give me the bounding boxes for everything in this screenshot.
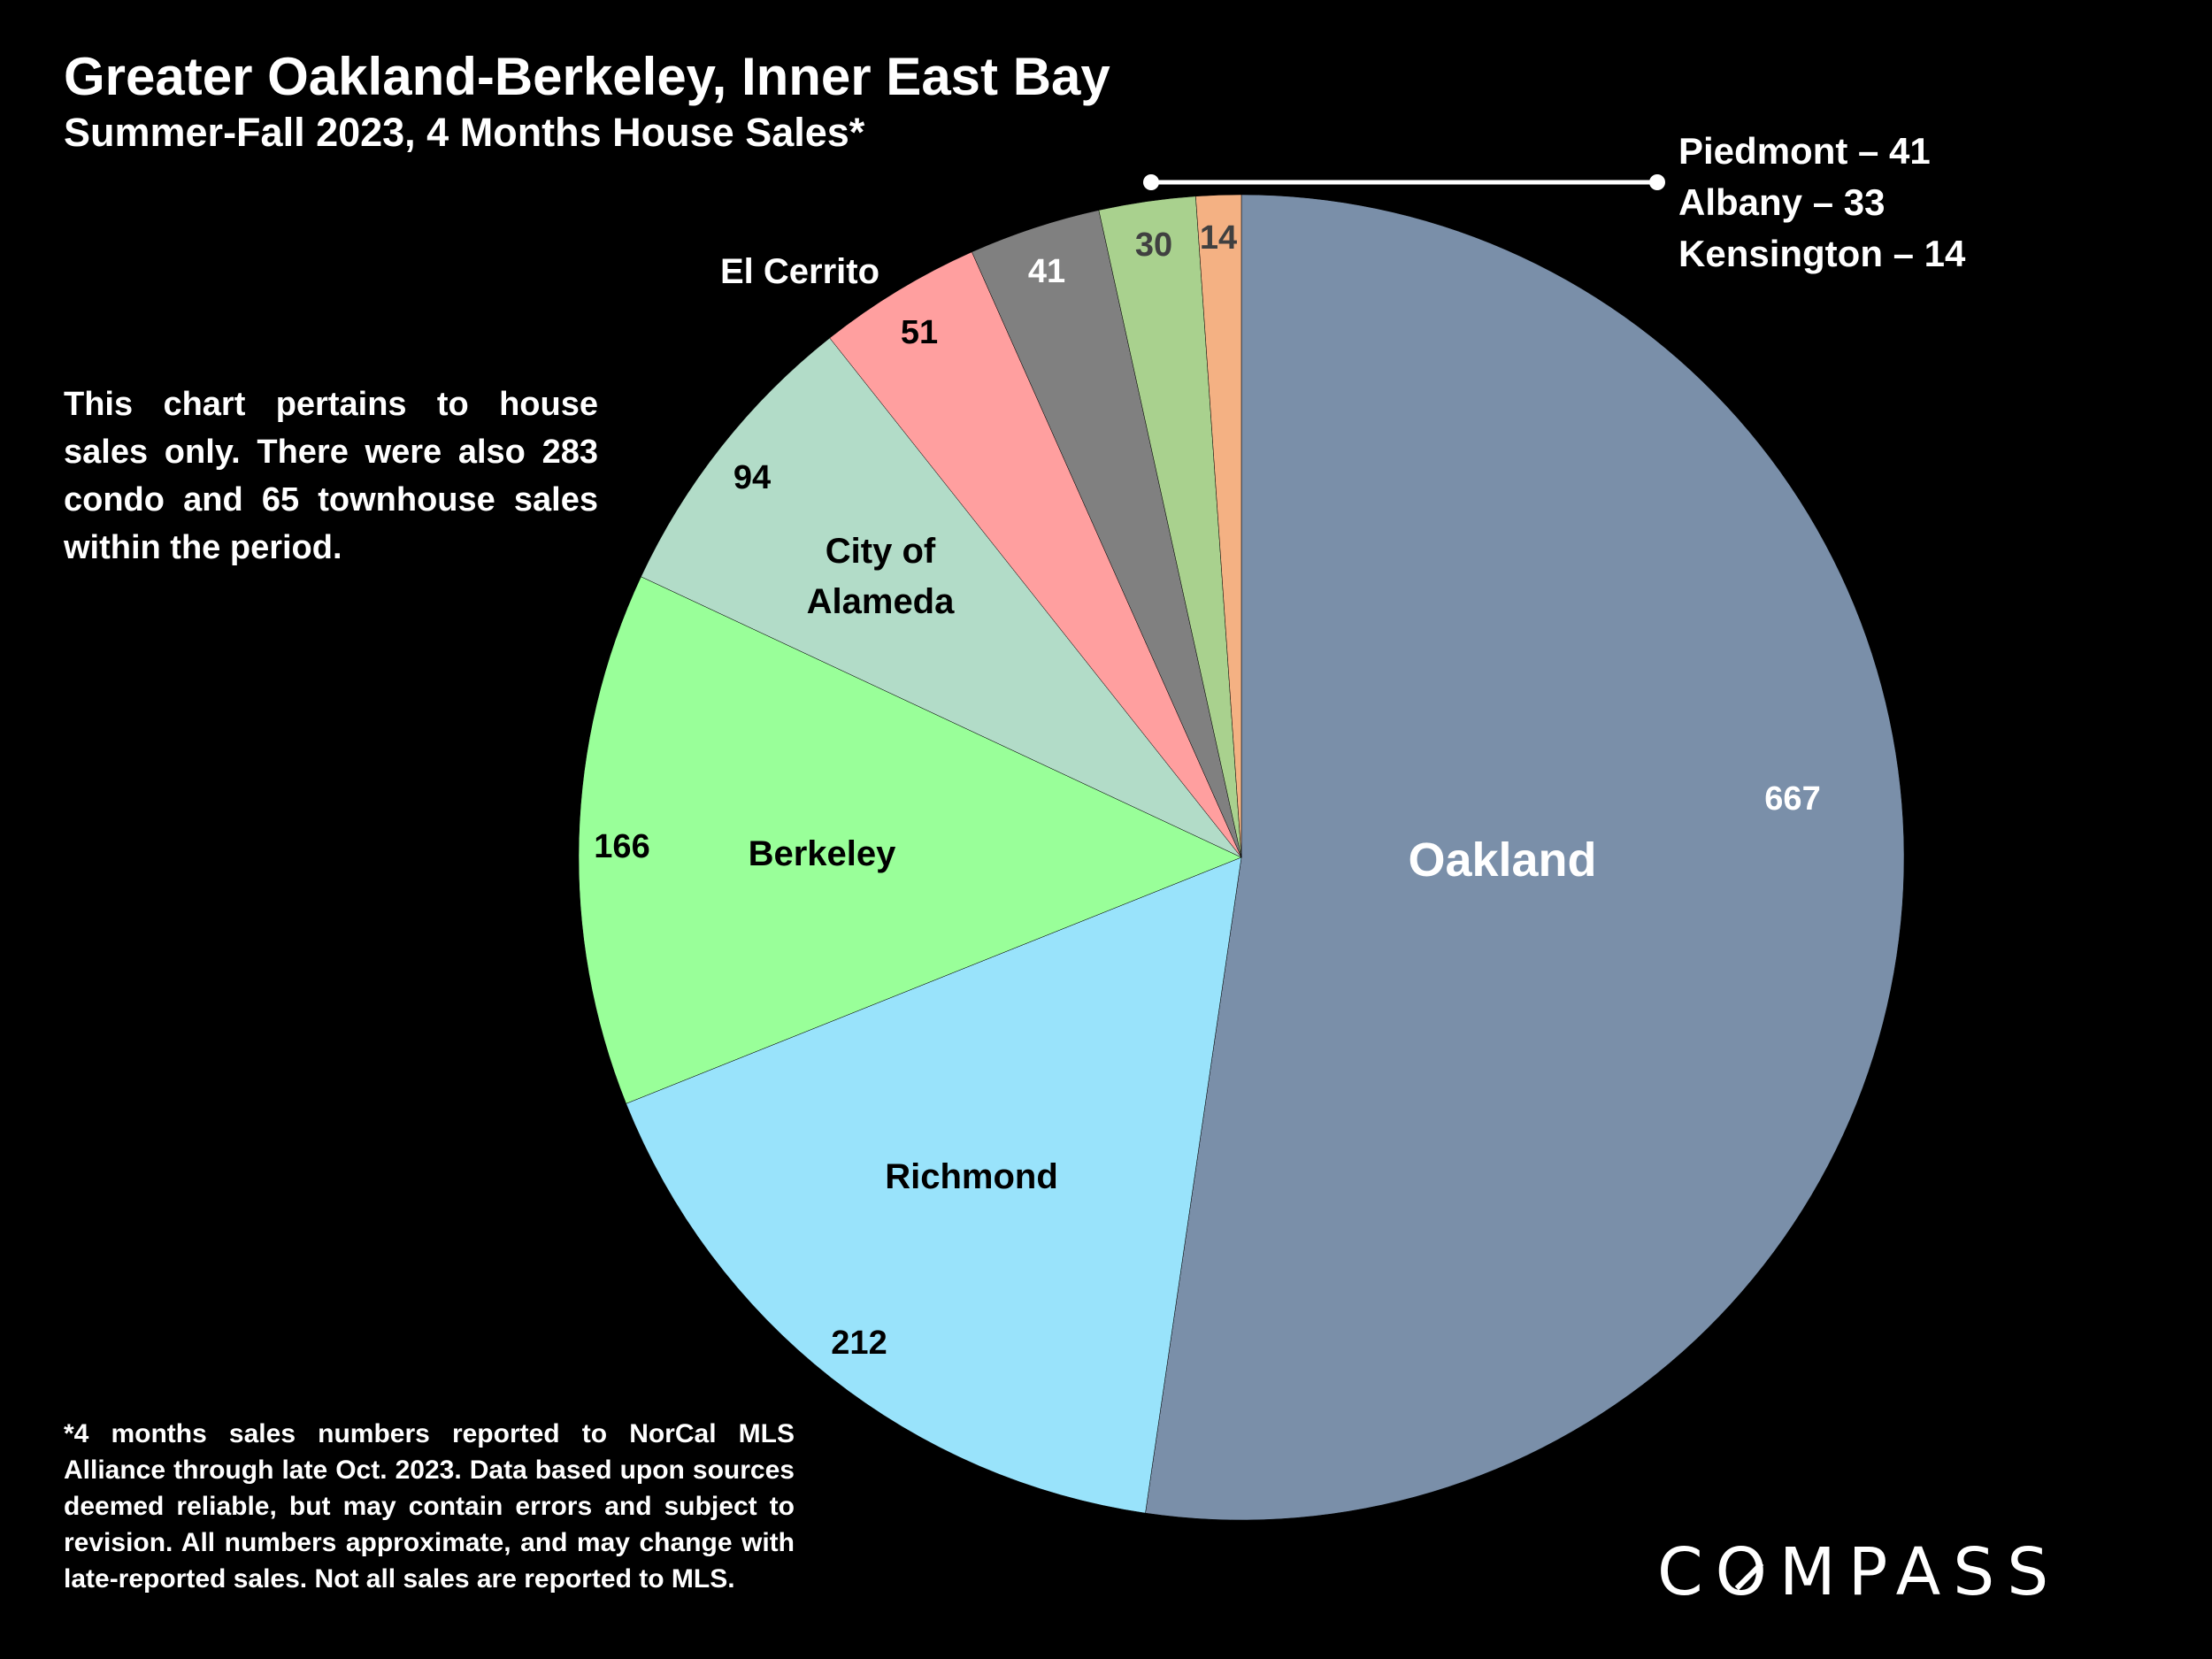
- value-label-oakland: 667: [1764, 780, 1820, 818]
- slice-label-el-cerrito: El Cerrito: [720, 252, 879, 291]
- pie-slice-el-cerrito: [829, 251, 1242, 858]
- callout-list: Piedmont – 41 Albany – 33 Kensington – 1…: [1678, 126, 1965, 280]
- slice-label-city-of-alameda: City of: [826, 532, 936, 571]
- value-label-albany: 30: [1135, 227, 1172, 264]
- value-label-city-of-alameda: 94: [733, 459, 771, 496]
- chart-note: This chart pertains to house sales only.…: [64, 386, 598, 566]
- pie-slice-kensington: [1195, 194, 1242, 858]
- callout-dot-right: [1649, 174, 1665, 190]
- value-label-kensington: 14: [1200, 219, 1237, 257]
- slice-label-city-of-alameda: Alameda: [807, 582, 955, 621]
- callout-item-piedmont: Piedmont – 41: [1678, 130, 1931, 172]
- value-label-richmond: 212: [831, 1325, 887, 1362]
- footnote: *4 months sales numbers reported to NorC…: [64, 1419, 795, 1594]
- chart-subtitle: Summer-Fall 2023, 4 Months House Sales*: [64, 110, 865, 155]
- callout-dot-left: [1143, 174, 1159, 190]
- slice-label-oakland: Oakland: [1408, 833, 1596, 887]
- callout-item-kensington: Kensington – 14: [1678, 233, 1966, 274]
- value-label-el-cerrito: 51: [901, 314, 938, 351]
- slice-label-berkeley: Berkeley: [749, 834, 897, 873]
- pie-slice-city-of-alameda: [641, 337, 1242, 858]
- chart-title: Greater Oakland-Berkeley, Inner East Bay: [64, 47, 1110, 106]
- value-label-berkeley: 166: [594, 828, 649, 865]
- pie-slice-berkeley: [578, 576, 1242, 1104]
- compass-logo: COMPASS: [1657, 1534, 2062, 1610]
- slice-label-richmond: Richmond: [885, 1157, 1058, 1196]
- pie-slice-richmond: [626, 856, 1242, 1514]
- pie-slice-oakland: [1145, 194, 1905, 1521]
- value-label-piedmont: 41: [1028, 253, 1065, 290]
- callout-item-albany: Albany – 33: [1678, 181, 1886, 223]
